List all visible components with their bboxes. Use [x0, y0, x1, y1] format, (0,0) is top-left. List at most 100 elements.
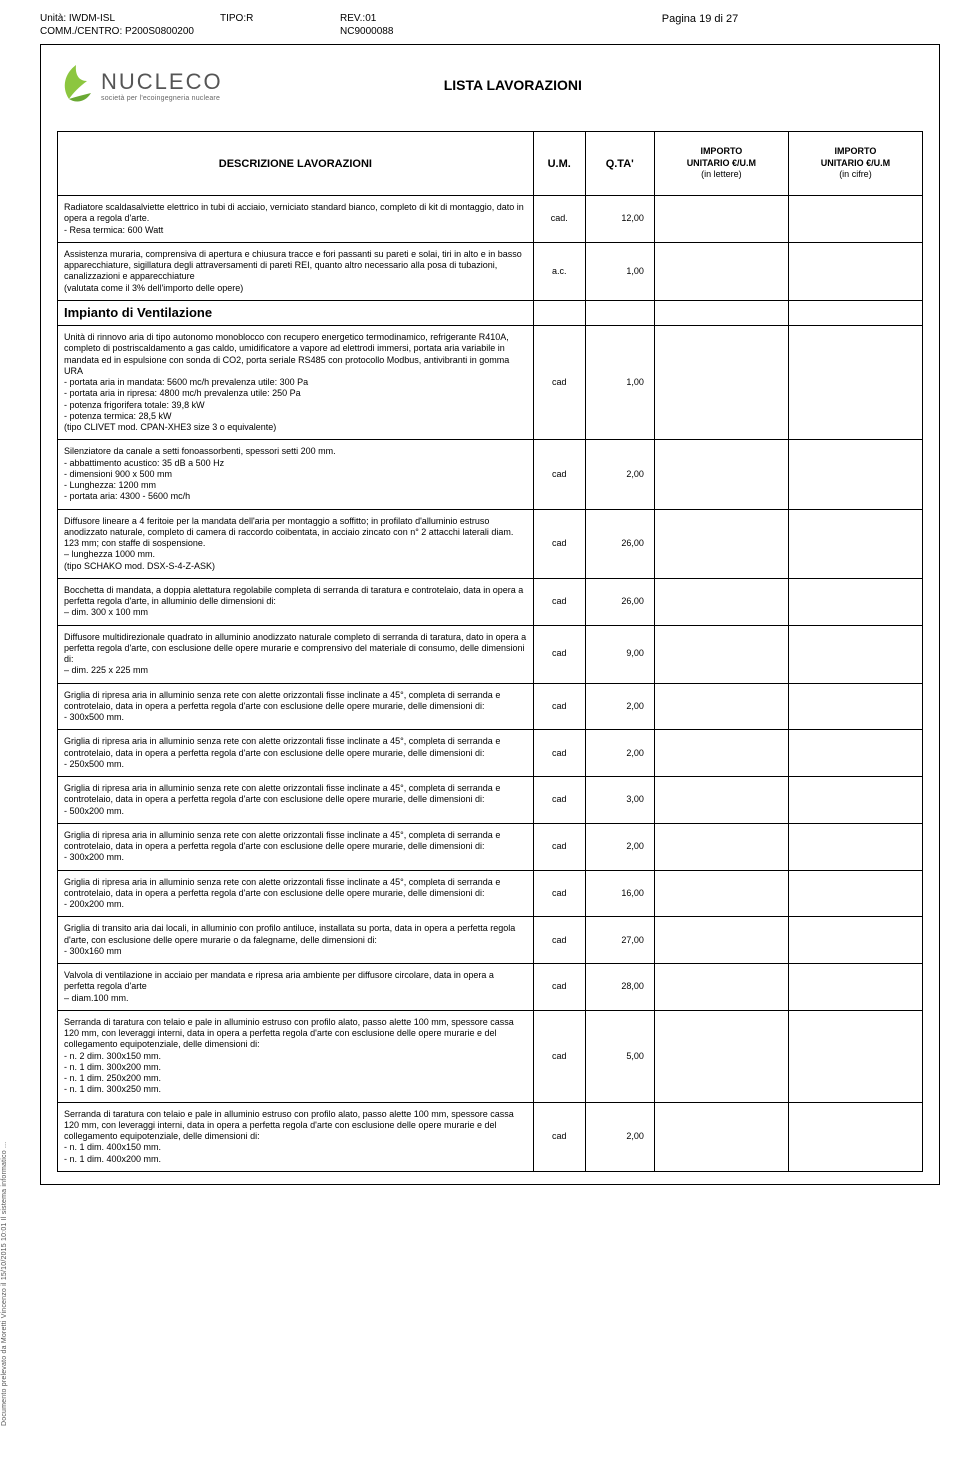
table-row: Valvola di ventilazione in acciaio per m…	[58, 964, 923, 1011]
cell-qta: 5,00	[585, 1010, 654, 1102]
cell-imp-lettere	[654, 1010, 788, 1102]
cell-um: cad	[533, 777, 585, 824]
cell-imp-cifre	[788, 196, 922, 242]
cell-desc: Unità di rinnovo aria di tipo autonomo m…	[58, 326, 534, 440]
cell-imp-lettere	[654, 440, 788, 509]
col-qta: Q.TA'	[585, 132, 654, 196]
col-imp-cifre: IMPORTO UNITARIO €/U.M (in cifre)	[788, 132, 922, 196]
cell-imp-cifre	[788, 683, 922, 730]
leaf-icon	[57, 63, 95, 107]
cell-desc: Silenziatore da canale a setti fonoassor…	[58, 440, 534, 509]
cell-imp-cifre	[788, 509, 922, 578]
cell-qta: 27,00	[585, 917, 654, 964]
cell-um: cad	[533, 509, 585, 578]
cell-desc: Assistenza muraria, comprensiva di apert…	[58, 242, 534, 300]
table-row: Serranda di taratura con telaio e pale i…	[58, 1102, 923, 1171]
logo-name: NUCLECO	[101, 69, 223, 95]
cell-qta: 2,00	[585, 823, 654, 870]
cell-qta: 1,00	[585, 326, 654, 440]
cell-um: cad	[533, 1010, 585, 1102]
comm-val: P200S0800200	[125, 26, 194, 37]
doc-header: Unità: IWDM-ISL COMM./CENTRO: P200S08002…	[40, 12, 940, 38]
cell-um: cad	[533, 326, 585, 440]
cell-imp-lettere	[654, 917, 788, 964]
cell-qta: 26,00	[585, 578, 654, 625]
page: Unità: IWDM-ISL COMM./CENTRO: P200S08002…	[0, 0, 960, 1466]
table-row: Unità di rinnovo aria di tipo autonomo m…	[58, 326, 923, 440]
cell-qta: 9,00	[585, 625, 654, 683]
table-row: Griglia di ripresa aria in alluminio sen…	[58, 730, 923, 777]
cell-imp-cifre	[788, 964, 922, 1011]
cell-imp-lettere	[654, 509, 788, 578]
nc-label: NC9000088	[340, 26, 393, 37]
cell-imp-cifre	[788, 1102, 922, 1171]
cell-qta: 2,00	[585, 440, 654, 509]
cell-um: cad	[533, 1102, 585, 1171]
table-row: Griglia di ripresa aria in alluminio sen…	[58, 823, 923, 870]
cell-imp-cifre	[788, 1010, 922, 1102]
cell-um: a.c.	[533, 242, 585, 300]
col-desc: DESCRIZIONE LAVORAZIONI	[58, 132, 534, 196]
section-header: Impianto di Ventilazione	[58, 300, 534, 325]
cell-desc: Serranda di taratura con telaio e pale i…	[58, 1010, 534, 1102]
logo-sub: società per l'ecoingegneria nucleare	[101, 95, 223, 102]
table-row: Griglia di ripresa aria in alluminio sen…	[58, 683, 923, 730]
table-row: Radiatore scaldasalviette elettrico in t…	[58, 196, 923, 242]
cell-qta: 2,00	[585, 683, 654, 730]
cell-um: cad	[533, 683, 585, 730]
cell-um: cad	[533, 870, 585, 917]
unit-val: IWDM-ISL	[69, 13, 115, 24]
table-row: Griglia di ripresa aria in alluminio sen…	[58, 777, 923, 824]
logo: NUCLECO società per l'ecoingegneria nucl…	[57, 63, 223, 107]
cell-imp-cifre	[788, 870, 922, 917]
cell-um: cad	[533, 625, 585, 683]
cell-qta: 16,00	[585, 870, 654, 917]
outer-frame: NUCLECO società per l'ecoingegneria nucl…	[40, 44, 940, 1185]
cell-imp-lettere	[654, 1102, 788, 1171]
table-row: Bocchetta di mandata, a doppia alettatur…	[58, 578, 923, 625]
cell-um: cad	[533, 917, 585, 964]
cell-um: cad.	[533, 196, 585, 242]
cell-desc: Griglia di transito aria dai locali, in …	[58, 917, 534, 964]
cell-desc: Griglia di ripresa aria in alluminio sen…	[58, 683, 534, 730]
cell-imp-cifre	[788, 777, 922, 824]
table-row: Serranda di taratura con telaio e pale i…	[58, 1010, 923, 1102]
cell-imp-cifre	[788, 917, 922, 964]
table-row: Griglia di transito aria dai locali, in …	[58, 917, 923, 964]
table-row: Assistenza muraria, comprensiva di apert…	[58, 242, 923, 300]
cell-desc: Diffusore lineare a 4 feritoie per la ma…	[58, 509, 534, 578]
cell-qta: 1,00	[585, 242, 654, 300]
unit-label: Unità:	[40, 13, 66, 24]
cell-desc: Radiatore scaldasalviette elettrico in t…	[58, 196, 534, 242]
cell-imp-lettere	[654, 823, 788, 870]
cell-desc: Diffusore multidirezionale quadrato in a…	[58, 625, 534, 683]
cell-qta: 28,00	[585, 964, 654, 1011]
cell-desc: Griglia di ripresa aria in alluminio sen…	[58, 823, 534, 870]
cell-qta: 3,00	[585, 777, 654, 824]
table-row: Impianto di Ventilazione	[58, 300, 923, 325]
col-imp-lettere: IMPORTO UNITARIO €/U.M (in lettere)	[654, 132, 788, 196]
cell-imp-cifre	[788, 730, 922, 777]
cell-um: cad	[533, 964, 585, 1011]
cell-desc: Bocchetta di mandata, a doppia alettatur…	[58, 578, 534, 625]
cell-imp-lettere	[654, 777, 788, 824]
rev-label: REV.:01	[340, 13, 376, 24]
cell-imp-lettere	[654, 625, 788, 683]
cell-qta: 2,00	[585, 730, 654, 777]
logo-row: NUCLECO società per l'ecoingegneria nucl…	[57, 63, 923, 107]
cell-imp-lettere	[654, 683, 788, 730]
cell-desc: Griglia di ripresa aria in alluminio sen…	[58, 777, 534, 824]
cell-imp-lettere	[654, 870, 788, 917]
cell-imp-cifre	[788, 242, 922, 300]
cell-um: cad	[533, 730, 585, 777]
cell-desc: Griglia di ripresa aria in alluminio sen…	[58, 870, 534, 917]
cell-desc: Valvola di ventilazione in acciaio per m…	[58, 964, 534, 1011]
cell-imp-lettere	[654, 196, 788, 242]
page-num: Pagina 19 di 27	[662, 13, 738, 25]
side-note: Documento prelevato da Moretti Vincenzo …	[1, 1142, 8, 1426]
cell-qta: 2,00	[585, 1102, 654, 1171]
cell-desc: Griglia di ripresa aria in alluminio sen…	[58, 730, 534, 777]
cell-imp-lettere	[654, 730, 788, 777]
cell-um: cad	[533, 440, 585, 509]
cell-qta: 26,00	[585, 509, 654, 578]
